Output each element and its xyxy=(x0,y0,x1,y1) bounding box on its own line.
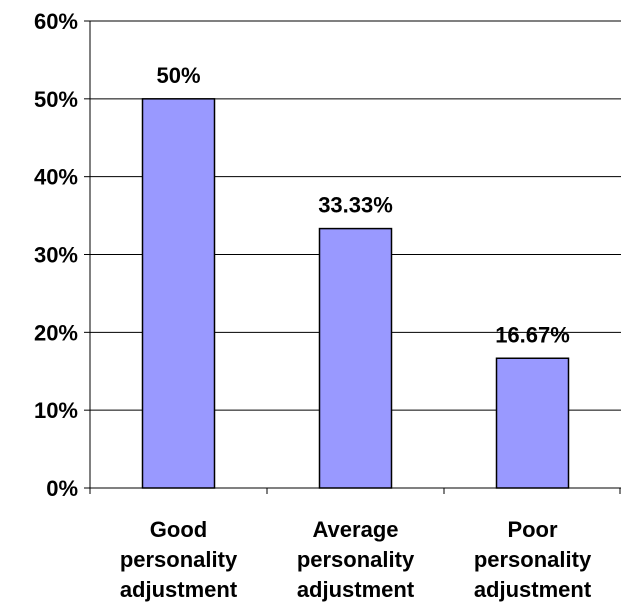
bar xyxy=(495,357,570,489)
y-tick-label: 10% xyxy=(34,398,78,423)
y-tick-labels: 0% 10% 20% 30% 40% 50% 60% xyxy=(34,9,78,501)
x-category-label-line: Poor xyxy=(507,517,558,542)
y-tick-label: 0% xyxy=(46,476,78,501)
x-category-label-line: personality xyxy=(474,547,592,572)
x-category-label: Good personality adjustment xyxy=(120,517,238,602)
x-category-label: Average personality adjustment xyxy=(297,517,415,602)
data-label: 50% xyxy=(156,63,200,88)
category-labels: Good personality adjustment Average personal… xyxy=(120,517,592,602)
x-category-label-line: Good xyxy=(150,517,207,542)
y-tick-label: 60% xyxy=(34,9,78,34)
data-labels: 50% 33.33% 16.67% xyxy=(156,63,569,347)
data-label: 16.67% xyxy=(495,322,570,347)
x-category-label-line: Average xyxy=(312,517,398,542)
x-category-label-line: adjustment xyxy=(297,577,415,602)
x-category-label-line: adjustment xyxy=(120,577,238,602)
x-category-label: Poor personality adjustment xyxy=(474,517,592,602)
y-tick-label: 20% xyxy=(34,320,78,345)
bar xyxy=(318,227,393,489)
axes xyxy=(84,20,621,494)
y-tick-label: 30% xyxy=(34,243,78,268)
x-category-label-line: personality xyxy=(297,547,415,572)
x-category-label-line: personality xyxy=(120,547,238,572)
y-tick-label: 50% xyxy=(34,87,78,112)
x-category-label-line: adjustment xyxy=(474,577,592,602)
bars xyxy=(141,98,570,489)
bar xyxy=(141,98,216,489)
y-tick-label: 40% xyxy=(34,165,78,190)
data-label: 33.33% xyxy=(318,193,393,218)
